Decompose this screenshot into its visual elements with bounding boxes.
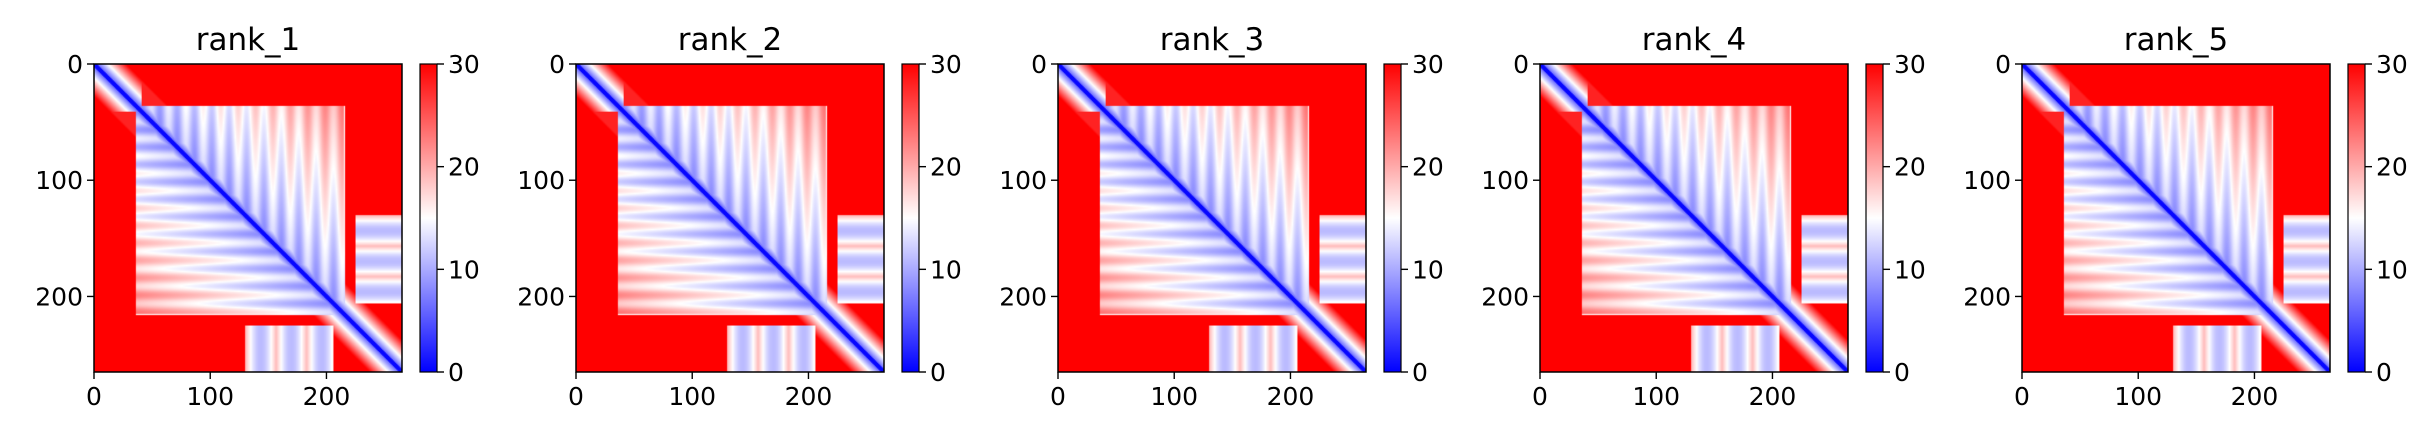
colorbar-tick-label: 20 bbox=[1894, 153, 1926, 182]
colorbar bbox=[901, 63, 920, 373]
colorbar-tick-label: 20 bbox=[930, 153, 962, 182]
y-tick-label: 100 bbox=[1963, 166, 2011, 195]
panel-title: rank_3 bbox=[1160, 22, 1265, 58]
colorbar-tick-label: 30 bbox=[930, 50, 962, 79]
y-tick-label: 100 bbox=[517, 166, 565, 195]
y-tick-label: 100 bbox=[1481, 166, 1529, 195]
colorbar-tick-label: 30 bbox=[1894, 50, 1926, 79]
colorbar-tick-label: 30 bbox=[448, 50, 480, 79]
x-tick-label: 100 bbox=[668, 382, 716, 411]
x-tick-label: 200 bbox=[1267, 382, 1315, 411]
panel-4: rank_4 0 100 200 0 100 200 0 10 20 30 bbox=[1481, 22, 1926, 411]
colorbar-tick-label: 10 bbox=[1894, 255, 1926, 284]
panel-title: rank_2 bbox=[678, 22, 783, 58]
colorbar-tick-label: 10 bbox=[1412, 255, 1444, 284]
x-tick-label: 200 bbox=[2231, 382, 2279, 411]
x-tick-label: 100 bbox=[1632, 382, 1680, 411]
heatmap-image bbox=[94, 64, 402, 372]
y-tick-label: 0 bbox=[549, 50, 565, 79]
colorbar-tick-label: 20 bbox=[1412, 153, 1444, 182]
colorbar-tick-label: 30 bbox=[1412, 50, 1444, 79]
y-tick-label: 0 bbox=[1995, 50, 2011, 79]
axes-frame bbox=[575, 63, 885, 373]
y-tick-label: 0 bbox=[1031, 50, 1047, 79]
colorbar-tick-label: 0 bbox=[448, 358, 464, 387]
colorbar-tick-label: 10 bbox=[448, 255, 480, 284]
axes-frame bbox=[93, 63, 403, 373]
x-tick-label: 0 bbox=[2014, 382, 2030, 411]
y-tick-label: 200 bbox=[999, 282, 1047, 311]
y-tick-label: 0 bbox=[67, 50, 83, 79]
panel-2: rank_2 0 100 200 0 100 200 0 10 20 30 bbox=[517, 22, 962, 411]
colorbar-tick-label: 20 bbox=[448, 153, 480, 182]
colorbar-tick-label: 0 bbox=[1412, 358, 1428, 387]
panel-1: rank_1 0 100 200 0 100 200 0 10 20 30 bbox=[35, 22, 480, 411]
x-tick-label: 200 bbox=[785, 382, 833, 411]
x-tick-label: 0 bbox=[1532, 382, 1548, 411]
panel-title: rank_5 bbox=[2124, 22, 2229, 58]
x-tick-label: 200 bbox=[1749, 382, 1797, 411]
colorbar-tick-label: 30 bbox=[2376, 50, 2408, 79]
colorbar-tick-label: 10 bbox=[930, 255, 962, 284]
x-tick-label: 100 bbox=[1150, 382, 1198, 411]
y-tick-label: 0 bbox=[1513, 50, 1529, 79]
heatmap-image bbox=[2022, 64, 2330, 372]
y-tick-label: 100 bbox=[999, 166, 1047, 195]
x-tick-label: 100 bbox=[2114, 382, 2162, 411]
heatmap-image bbox=[1058, 64, 1366, 372]
x-tick-label: 0 bbox=[86, 382, 102, 411]
colorbar-tick-label: 10 bbox=[2376, 255, 2408, 284]
x-tick-label: 200 bbox=[303, 382, 351, 411]
x-tick-label: 100 bbox=[186, 382, 234, 411]
x-tick-label: 0 bbox=[568, 382, 584, 411]
axes-frame bbox=[1057, 63, 1367, 373]
x-tick-label: 0 bbox=[1050, 382, 1066, 411]
colorbar bbox=[419, 63, 438, 373]
colorbar bbox=[1383, 63, 1402, 373]
y-tick-label: 100 bbox=[35, 166, 83, 195]
panel-title: rank_4 bbox=[1642, 22, 1747, 58]
y-tick-label: 200 bbox=[517, 282, 565, 311]
heatmap-image bbox=[1540, 64, 1848, 372]
colorbar-tick-label: 0 bbox=[2376, 358, 2392, 387]
colorbar-tick-label: 0 bbox=[930, 358, 946, 387]
colorbar-tick-label: 20 bbox=[2376, 153, 2408, 182]
y-tick-label: 200 bbox=[35, 282, 83, 311]
panel-3: rank_3 0 100 200 0 100 200 0 10 20 30 bbox=[999, 22, 1444, 411]
axes-frame bbox=[2021, 63, 2331, 373]
colorbar bbox=[1865, 63, 1884, 373]
colorbar-tick-label: 0 bbox=[1894, 358, 1910, 387]
axes-frame bbox=[1539, 63, 1849, 373]
y-tick-label: 200 bbox=[1481, 282, 1529, 311]
panel-title: rank_1 bbox=[196, 22, 301, 58]
y-tick-label: 200 bbox=[1963, 282, 2011, 311]
panel-5: rank_5 0 100 200 0 100 200 0 10 20 30 bbox=[1963, 22, 2408, 411]
colorbar bbox=[2347, 63, 2366, 373]
heatmap-image bbox=[576, 64, 884, 372]
